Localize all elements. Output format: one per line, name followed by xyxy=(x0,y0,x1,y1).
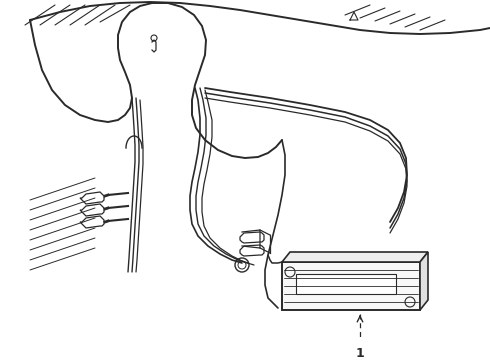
Polygon shape xyxy=(240,232,264,243)
Polygon shape xyxy=(282,252,428,262)
Polygon shape xyxy=(420,252,428,310)
Polygon shape xyxy=(282,262,420,310)
Polygon shape xyxy=(80,192,104,204)
Polygon shape xyxy=(240,245,264,256)
Text: 1: 1 xyxy=(356,347,365,360)
Polygon shape xyxy=(80,216,104,228)
Bar xyxy=(296,274,396,294)
Polygon shape xyxy=(80,204,104,216)
